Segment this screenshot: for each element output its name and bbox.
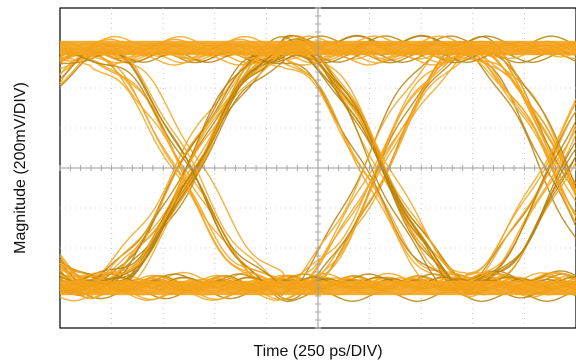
x-axis-title: Time (250 ps/DIV) [253, 343, 382, 360]
y-axis-title: Magnitude (200mV/DIV) [12, 82, 29, 254]
center-axes [59, 7, 576, 329]
